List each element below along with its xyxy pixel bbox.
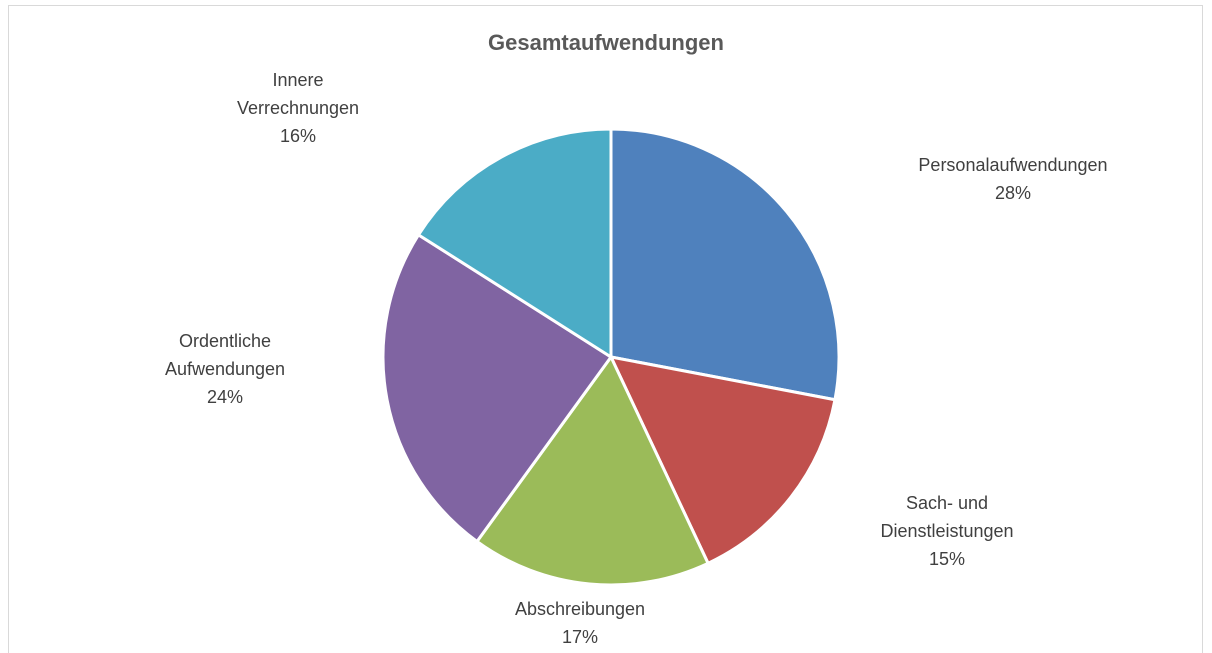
pie-slice — [609, 355, 837, 565]
category-label: Ordentliche Aufwendungen — [164, 331, 286, 379]
pie-slice — [475, 355, 710, 587]
category-label: Abschreibungen — [514, 599, 646, 619]
slice-label: Innere Verrechnungen 16% — [223, 66, 373, 150]
pie-slice — [609, 127, 841, 402]
value-label: 15% — [928, 549, 966, 569]
chart-frame — [8, 5, 1203, 653]
pie-slice — [416, 127, 613, 359]
pie-slice — [381, 233, 613, 543]
category-label: Sach- und Dienstleistungen — [880, 493, 1014, 541]
slice-label: Personalaufwendungen 28% — [863, 151, 1163, 207]
slice-label: Abschreibungen 17% — [480, 595, 680, 651]
chart-title: Gesamtaufwendungen — [488, 30, 724, 55]
value-label: 16% — [279, 126, 317, 146]
slice-label: Sach- und Dienstleistungen 15% — [862, 489, 1032, 573]
slice-label: Ordentliche Aufwendungen 24% — [145, 327, 305, 411]
value-label: 24% — [206, 387, 244, 407]
category-label: Innere Verrechnungen — [236, 70, 360, 118]
value-label: 17% — [561, 627, 599, 647]
category-label: Personalaufwendungen — [918, 155, 1108, 175]
value-label: 28% — [994, 183, 1032, 203]
